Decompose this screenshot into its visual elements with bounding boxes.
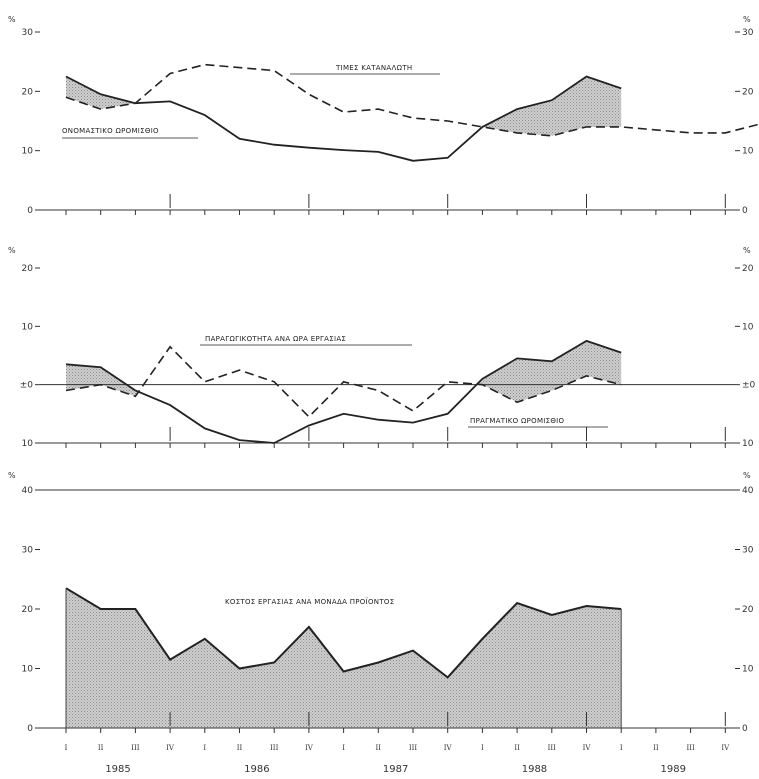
panel-2-series-line-1 [65, 339, 622, 444]
x-year-label: 1988 [522, 764, 547, 775]
panel-2-unit-right: % [743, 246, 751, 255]
series-label-unit-labour-cost: ΚΟΣΤΟΣ ΕΡΓΑΣΙΑΣ ΑΝΑ ΜΟΝΑΔΑ ΠΡΟΪΟΝΤΟΣ [225, 597, 394, 606]
x-quarter-label: II [376, 744, 382, 752]
x-quarter-label: I [481, 744, 484, 752]
panel-1-unit-left: % [8, 15, 16, 24]
x-quarter-label: IV [166, 744, 175, 752]
panel-3-ytick-label-right: 0 [742, 724, 748, 734]
x-quarter-label: IV [444, 744, 453, 752]
panel-1-shaded-gap-1 [482, 76, 622, 136]
panel-3-area-fill [66, 588, 622, 728]
panel-1-shaded-gap-0 [66, 76, 136, 110]
panel-3-unit-left: % [8, 471, 16, 480]
panel-2-ytick-label-left: 10 [22, 439, 34, 449]
panel-1-ytick-label-left: 20 [22, 87, 34, 97]
x-quarter-label: II [98, 744, 104, 752]
x-year-label: 1985 [105, 764, 130, 775]
x-quarter-label: IV [305, 744, 314, 752]
x-quarter-label: IV [583, 744, 592, 752]
x-quarter-label: II [514, 744, 520, 752]
x-quarter-label: II [653, 744, 659, 752]
panel-1-ytick-label-left: 30 [22, 28, 34, 38]
panel-1-series-line-1 [65, 63, 759, 137]
panel-1-ytick-label-right: 10 [742, 147, 754, 157]
panel-3-ytick-label-left: 0 [27, 724, 33, 734]
panel-3-ytick-label-left: 20 [22, 605, 34, 615]
panel-2-ytick-label-right: 20 [742, 264, 754, 274]
x-quarter-label: I [65, 744, 68, 752]
panel-2-ytick-label-left: 20 [22, 264, 34, 274]
x-year-label: 1986 [244, 764, 269, 775]
panel-1-series-line-0 [65, 75, 622, 162]
panel-1-unit-right: % [743, 15, 751, 24]
panel-2-ytick-label-right: ±0 [742, 381, 756, 391]
panel-2-ytick-label-left: ±0 [20, 381, 34, 391]
x-quarter-label: III [131, 744, 140, 752]
x-quarter-label: IV [721, 744, 730, 752]
panel-2-shaded-gap-1 [477, 340, 622, 403]
series-label-productivity: ΠΑΡΑΓΩΓΙΚΟΤΗΤΑ ΑΝΑ ΩΡΑ ΕΡΓΑΣΙΑΣ [205, 335, 346, 343]
series-label-real-wage: ΠΡΑΓΜΑΤΙΚΟ ΩΡΟΜΙΣΘΙΟ [470, 417, 565, 425]
x-quarter-label: III [548, 744, 557, 752]
panel-2-series-line-0 [65, 345, 622, 418]
panel-3-ytick-label-left: 30 [22, 546, 34, 556]
panel-2-ytick-label-left: 10 [22, 322, 34, 332]
series-label-nominal-wage: ΟΝΟΜΑΣΤΙΚΟ ΩΡΟΜΙΣΘΙΟ [62, 127, 159, 135]
panel-2-ytick-label-right: 10 [742, 439, 754, 449]
panel-1-ytick-label-right: 20 [742, 87, 754, 97]
panel-1: 0 0 10 10 20 20 30 30 % % ΤΙΜΕΣ ΚΑΤΑΝΑΛΩΤΗ ΟΝΟΜ… [8, 15, 759, 216]
panel-3-ytick-label-right: 20 [742, 605, 754, 615]
panel-2-unit-left: % [8, 246, 16, 255]
panel-1-ytick-label-right: 30 [742, 28, 754, 38]
x-quarter-label: I [620, 744, 623, 752]
panel-3-ytick-label-right: 40 [742, 486, 754, 496]
panel-2-ytick-label-right: 10 [742, 322, 754, 332]
panel-3-ytick-label-right: 10 [742, 665, 754, 675]
x-quarter-label: I [342, 744, 345, 752]
panel-3-series-line [65, 587, 622, 679]
x-quarter-label: III [270, 744, 279, 752]
panel-3-ytick-label-left: 10 [22, 665, 34, 675]
x-quarter-label: III [686, 744, 695, 752]
panel-2: 10 10 ±0 ±0 10 10 20 20 % % ΠΑΡΑΓΩΓΙΚΟΤΗΤΑ ΑΝΑ … [8, 246, 756, 449]
x-quarter-label: II [237, 744, 243, 752]
x-quarter-label: III [409, 744, 418, 752]
x-year-label: 1987 [383, 764, 408, 775]
panel-3-unit-right: % [743, 471, 751, 480]
series-label-consumer-prices: ΤΙΜΕΣ ΚΑΤΑΝΑΛΩΤΗ [335, 64, 412, 72]
x-year-label: 1989 [661, 764, 686, 775]
x-quarter-label: I [203, 744, 206, 752]
panel-3: 0 0 10 10 20 20 30 30 40 40 % % ΚΟΣΤΟΣ ΕΡΓΑΣΙΑΣ Α… [8, 471, 754, 775]
panel-3-ytick-label-left: 40 [22, 486, 34, 496]
panel-1-ytick-label-left: 0 [27, 206, 33, 216]
panel-3-ytick-label-right: 30 [742, 546, 754, 556]
panel-1-ytick-label-left: 10 [22, 147, 34, 157]
panel-2-shaded-gap-0 [66, 364, 139, 397]
panel-1-ytick-label-right: 0 [742, 206, 748, 216]
